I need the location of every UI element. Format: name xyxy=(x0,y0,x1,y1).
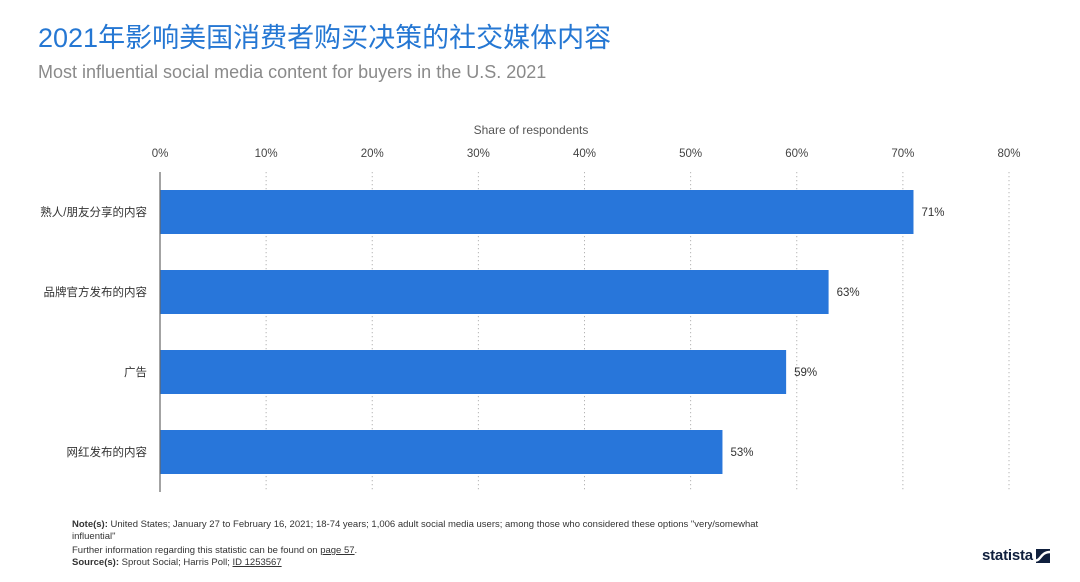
logo-text: statista xyxy=(982,547,1033,564)
x-axis-tick-labels: 0% 10% 20% 30% 40% 50% 60% 70% 80% xyxy=(152,148,1021,160)
x-tick-label: 0% xyxy=(152,148,169,160)
value-label: 53% xyxy=(730,447,753,459)
statista-logo-icon xyxy=(1035,549,1050,563)
bar-chart: Share of respondents 0% 10% 20% 30% 40% 50% 60… xyxy=(40,123,1021,492)
bar xyxy=(160,190,914,234)
gridlines xyxy=(265,172,1010,492)
further-info: Further information regarding this stati… xyxy=(72,545,802,557)
note: Note(s): United States; January 27 to Fe… xyxy=(72,519,802,543)
x-tick-label: 20% xyxy=(361,148,384,160)
x-tick-label: 30% xyxy=(467,148,490,160)
further-info-text: Further information regarding this stati… xyxy=(72,545,318,556)
value-labels: 71% 63% 59% 53% xyxy=(730,207,944,459)
note-label: Note(s): xyxy=(72,519,108,530)
bar xyxy=(160,350,787,394)
footer: Note(s): United States; January 27 to Fe… xyxy=(72,519,802,569)
x-tick-label: 80% xyxy=(997,148,1020,160)
chart-subtitle: Most influential social media content fo… xyxy=(38,62,547,82)
page-link[interactable]: page 57 xyxy=(320,545,355,556)
source-label: Source(s): xyxy=(72,557,119,568)
bars xyxy=(160,190,914,474)
bar xyxy=(160,270,829,314)
category-label: 品牌官方发布的内容 xyxy=(44,285,148,299)
statista-logo: statista xyxy=(982,547,1050,565)
x-tick-label: 60% xyxy=(785,148,808,160)
x-tick-label: 10% xyxy=(255,148,278,160)
category-label: 广告 xyxy=(124,366,147,379)
note-text: United States; January 27 to February 16… xyxy=(72,519,759,542)
chart-title: 2021年影响美国消费者购买决策的社交媒体内容 xyxy=(38,23,612,53)
category-label: 网红发布的内容 xyxy=(67,445,148,459)
x-tick-label: 40% xyxy=(573,148,596,160)
x-tick-label: 50% xyxy=(679,148,702,160)
x-tick-label: 70% xyxy=(891,148,914,160)
value-label: 59% xyxy=(794,367,817,379)
source: Source(s): Sprout Social; Harris Poll; I… xyxy=(72,557,802,569)
x-axis-title: Share of respondents xyxy=(474,123,589,137)
further-info-period: . xyxy=(354,545,358,556)
bar xyxy=(160,430,723,474)
value-label: 63% xyxy=(837,287,860,299)
statistic-id-link[interactable]: ID 1253567 xyxy=(232,557,282,568)
category-label: 熟人/朋友分享的内容 xyxy=(40,205,147,219)
source-text: Sprout Social; Harris Poll; xyxy=(121,557,230,568)
value-label: 71% xyxy=(921,207,944,219)
